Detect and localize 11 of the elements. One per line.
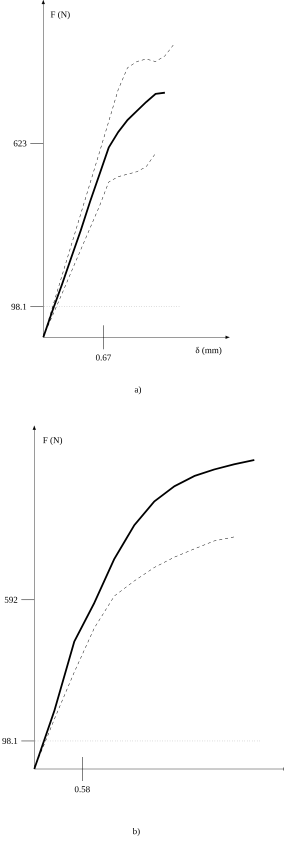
text: b) [132, 828, 140, 836]
y-tick-label: 623 [14, 140, 26, 146]
text: 0.58 [74, 786, 90, 792]
text: 0.67 [96, 354, 112, 361]
y-axis-title: F (N) [43, 436, 62, 446]
y-tick-label: 592 [4, 596, 18, 603]
y-axis-title: F (N) [50, 11, 70, 20]
y-tick-label: 98.1 [2, 738, 18, 744]
y-tick-label: 98.1 [11, 304, 26, 310]
x-axis-title: δ (mm) [196, 346, 222, 355]
text: a) [134, 386, 142, 394]
